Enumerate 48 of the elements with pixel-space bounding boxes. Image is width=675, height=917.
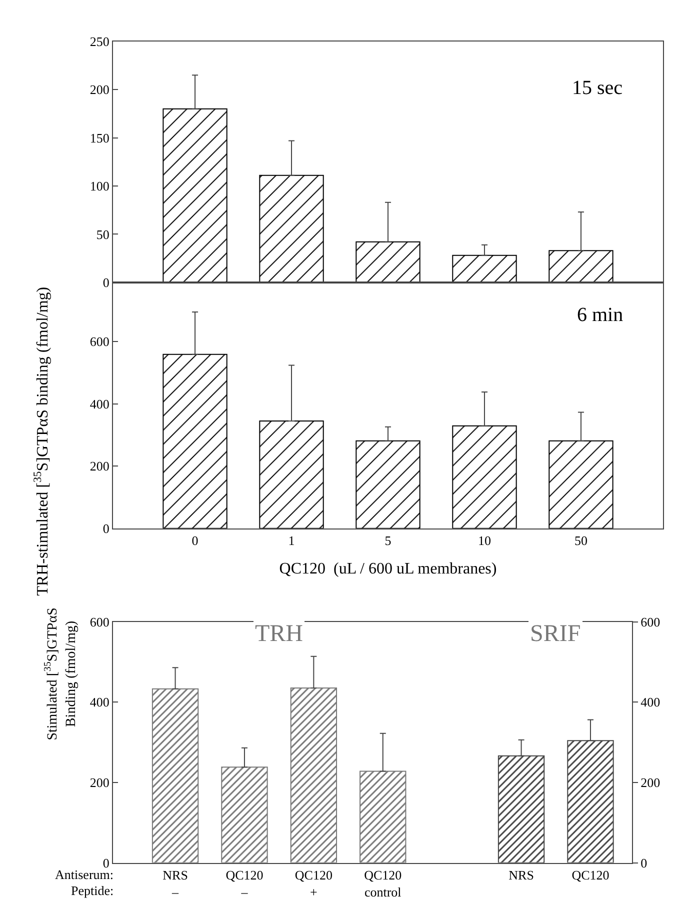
x-tick-label: 5: [384, 532, 392, 548]
y-tick-label: 0: [102, 274, 110, 290]
y-tick-label: 400: [90, 396, 110, 412]
y-tick-label: 0: [102, 520, 110, 536]
text: Peptide:: [71, 883, 114, 898]
y2-tick-label: 200: [640, 774, 660, 790]
bar: [152, 688, 199, 863]
annotation: SRIF: [530, 621, 581, 647]
x-tick-label: QC120 +: [294, 867, 332, 900]
bar: [162, 354, 228, 528]
y-tick-label: 50: [96, 226, 110, 242]
x-axis-title: QC120 (uL / 600 uL membranes): [279, 560, 497, 578]
bar: [360, 770, 406, 863]
bar: [162, 108, 228, 282]
bar: [548, 250, 614, 282]
y-tick-label: 400: [90, 694, 110, 710]
annotation: 6 min: [577, 304, 624, 326]
bar: [221, 766, 268, 863]
y-tick-label: 600: [90, 334, 110, 350]
x-tick-label: 10: [478, 532, 491, 548]
x-tick-label: 0: [192, 532, 198, 548]
x-tick-label: QC120 control: [364, 867, 402, 900]
annotation: 15 sec: [572, 77, 623, 99]
y-tick-label: 200: [90, 774, 110, 790]
x-tick-label: NRS –: [162, 867, 188, 900]
bar: [259, 174, 324, 282]
bar: [356, 440, 420, 528]
bar: [452, 254, 517, 282]
x-tick-label: QC120: [572, 867, 610, 882]
y-tick-label: 100: [90, 178, 110, 194]
y-tick-label: 250: [90, 34, 110, 49]
x-tick-label: QC120 –: [226, 867, 264, 900]
x-tick-label: 50: [574, 532, 588, 548]
y-tick-label: 200: [90, 82, 110, 98]
y-tick-label: 150: [90, 130, 110, 146]
bar: [548, 440, 614, 528]
y2-tick-label: 0: [640, 855, 648, 870]
bar: [452, 425, 517, 528]
annotation: TRH: [255, 621, 303, 647]
bar: [259, 420, 324, 528]
bar: [290, 688, 338, 863]
y-tick-label: 600: [90, 614, 110, 630]
y2-tick-label: 600: [640, 614, 660, 630]
x-tick-label: NRS: [508, 867, 534, 882]
y2-tick-label: 400: [640, 694, 660, 710]
bar: [356, 241, 420, 282]
y-tick-label: 200: [90, 458, 110, 474]
x-tick-label: 1: [288, 532, 295, 548]
